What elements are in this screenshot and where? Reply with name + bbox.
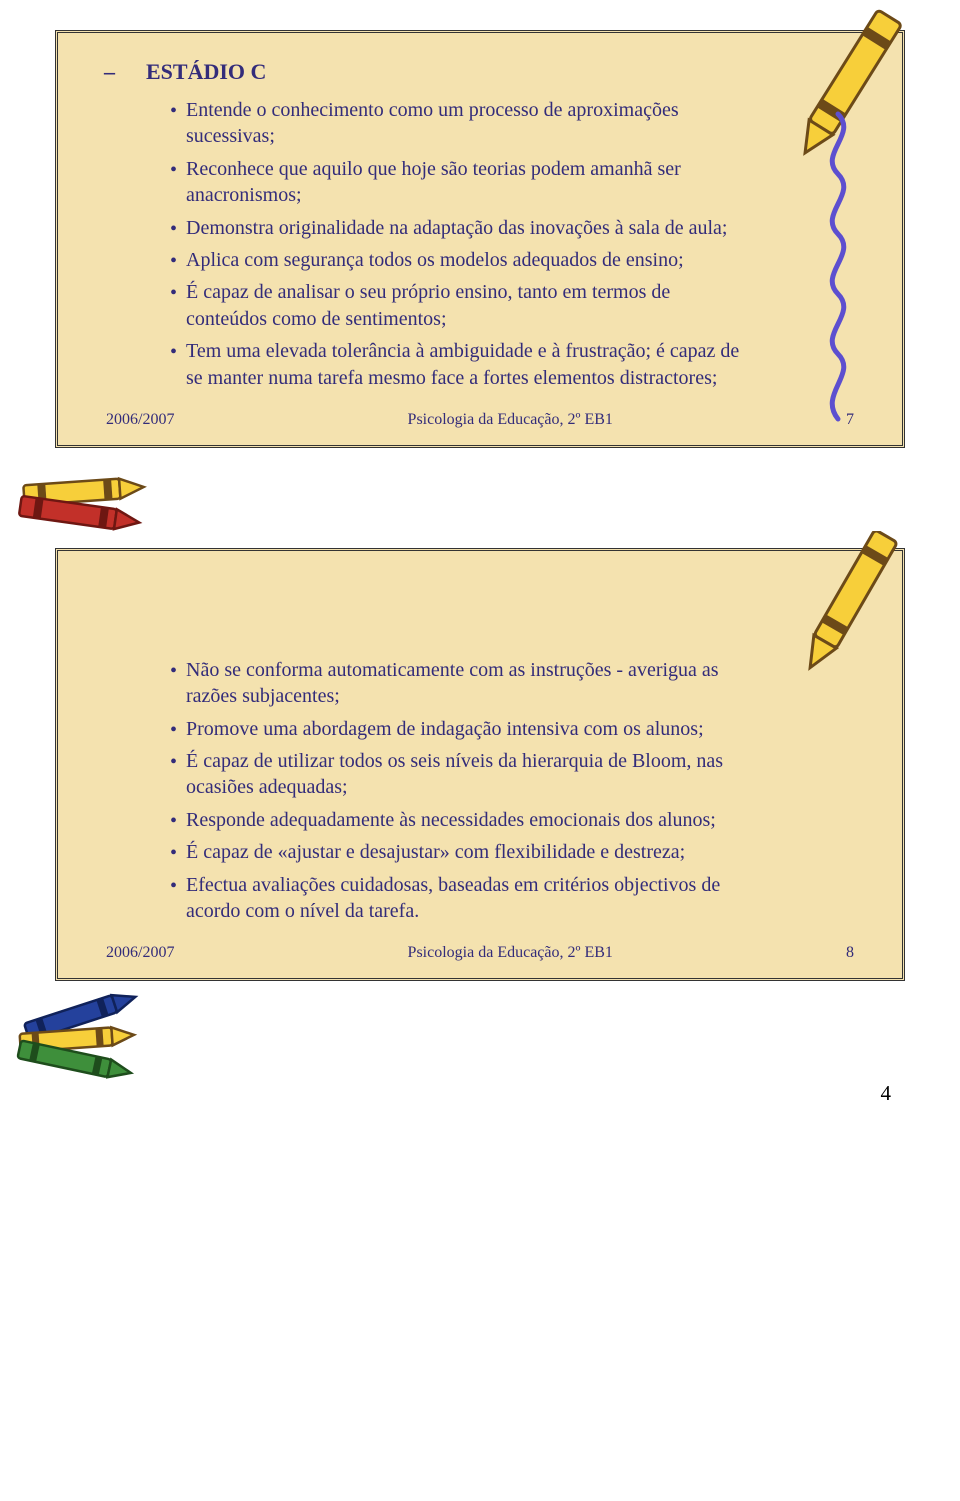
footer-title: Psicologia da Educação, 2º EB1 xyxy=(174,944,846,962)
list-item: É capaz de utilizar todos os seis níveis… xyxy=(170,748,740,801)
slide-1: ESTÁDIO C Entende o conhecimento como um… xyxy=(55,30,905,448)
bullet-list-2: Não se conforma automaticamente com as i… xyxy=(170,657,740,925)
footer-year: 2006/2007 xyxy=(106,944,174,962)
list-item: Não se conforma automaticamente com as i… xyxy=(170,657,740,710)
slide-number: 8 xyxy=(846,944,854,962)
list-item: Responde adequadamente às necessidades e… xyxy=(170,807,740,833)
list-item: Reconhece que aquilo que hoje são teoria… xyxy=(170,156,740,209)
footer-title: Psicologia da Educação, 2º EB1 xyxy=(174,411,846,429)
list-item: Efectua avaliações cuidadosas, baseadas … xyxy=(170,872,740,925)
list-item: Promove uma abordagem de indagação inten… xyxy=(170,716,740,742)
list-item: Aplica com segurança todos os modelos ad… xyxy=(170,247,740,273)
yellow-crayon-icon xyxy=(774,531,914,691)
list-item: Demonstra originalidade na adaptação das… xyxy=(170,215,740,241)
heading-text: ESTÁDIO C xyxy=(146,59,266,84)
crayon-trio-icon xyxy=(14,981,164,1091)
slide-footer: 2006/2007 Psicologia da Educação, 2º EB1… xyxy=(98,411,862,429)
slide-heading: ESTÁDIO C xyxy=(122,59,862,85)
document-page: ESTÁDIO C Entende o conhecimento como um… xyxy=(0,0,960,1151)
list-item: É capaz de «ajustar e desajustar» com fl… xyxy=(170,839,740,865)
crayon-group-icon xyxy=(16,443,156,543)
page-number: 4 xyxy=(55,1081,905,1106)
bullet-list-1: Entende o conhecimento como um processo … xyxy=(170,97,740,391)
slide-2: Não se conforma automaticamente com as i… xyxy=(55,548,905,982)
list-item: Tem uma elevada tolerância à ambiguidade… xyxy=(170,338,740,391)
list-item: É capaz de analisar o seu próprio ensino… xyxy=(170,279,740,332)
slide-footer: 2006/2007 Psicologia da Educação, 2º EB1… xyxy=(98,944,862,962)
list-item: Entende o conhecimento como um processo … xyxy=(170,97,740,150)
footer-year: 2006/2007 xyxy=(106,411,174,429)
purple-squiggle-icon xyxy=(808,109,868,429)
